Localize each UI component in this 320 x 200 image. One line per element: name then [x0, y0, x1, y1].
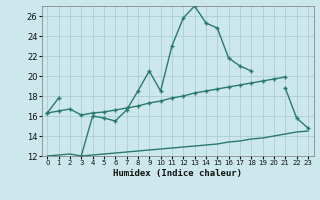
X-axis label: Humidex (Indice chaleur): Humidex (Indice chaleur) — [113, 169, 242, 178]
